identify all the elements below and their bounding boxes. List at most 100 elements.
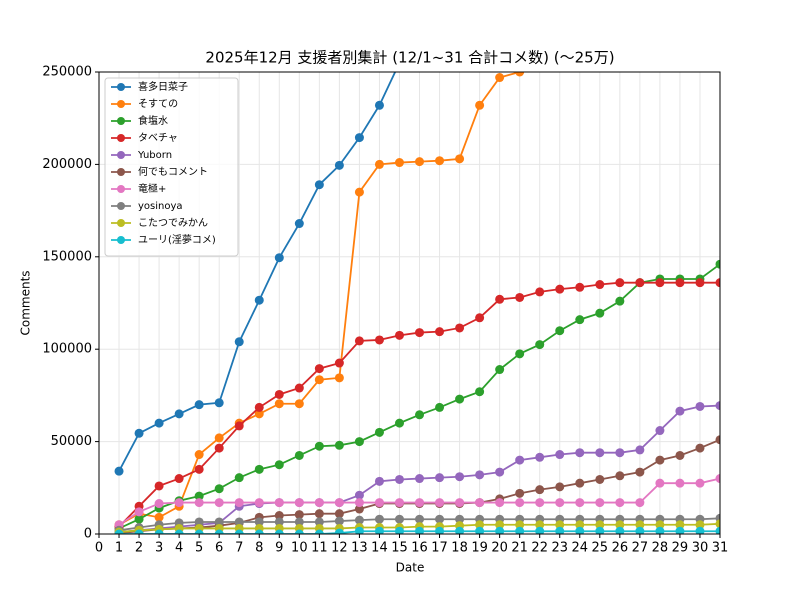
y-tick-label: 150000 <box>42 249 92 264</box>
data-point <box>194 400 204 410</box>
data-point <box>475 526 485 534</box>
data-point <box>535 498 545 508</box>
data-point <box>374 526 384 534</box>
data-point <box>515 526 525 534</box>
data-point <box>234 517 244 527</box>
data-point <box>354 504 364 514</box>
data-point <box>615 296 625 306</box>
legend-marker <box>117 117 125 125</box>
axes: 0 1 2 3 4 5 6 7 8 9 10 11 12 13 14 15 16 17 18 19 20 21 22 23 24… <box>42 65 728 556</box>
data-point <box>575 448 585 458</box>
y-tick-label: 100000 <box>42 342 92 357</box>
x-axis-label: Date <box>396 561 425 575</box>
legend-label: Yuborn <box>137 150 172 161</box>
legend-marker <box>117 168 125 176</box>
data-point <box>575 526 585 534</box>
data-point <box>314 364 324 374</box>
data-point <box>495 294 505 304</box>
data-point <box>154 481 164 491</box>
legend-box <box>104 77 239 257</box>
x-tick-label: 19 <box>471 541 488 556</box>
legend-label: yosinoya <box>138 201 183 212</box>
data-point <box>314 375 324 385</box>
data-point <box>234 529 244 534</box>
legend-label: ユーリ(淫夢コメ) <box>138 233 216 246</box>
data-point <box>475 470 485 480</box>
data-point <box>274 399 284 409</box>
data-point <box>334 528 344 534</box>
data-point <box>374 427 384 437</box>
data-point <box>194 491 204 501</box>
x-tick-label: 18 <box>451 541 468 556</box>
data-point <box>615 498 625 508</box>
data-point <box>475 100 485 110</box>
data-point <box>134 514 144 524</box>
data-point <box>455 514 465 524</box>
data-point <box>214 517 224 527</box>
data-point <box>495 520 505 530</box>
legend-marker <box>117 83 125 91</box>
data-point <box>695 278 705 288</box>
data-point <box>615 520 625 530</box>
x-tick-label: 4 <box>175 541 183 556</box>
data-point <box>415 526 425 534</box>
x-tick-label: 3 <box>155 541 163 556</box>
data-point <box>415 514 425 524</box>
data-point <box>475 520 485 530</box>
data-point <box>294 399 304 409</box>
legend-marker <box>117 100 125 108</box>
data-point <box>394 418 404 428</box>
data-point <box>134 428 144 438</box>
x-tick-label: 28 <box>652 541 669 556</box>
data-point <box>334 516 344 526</box>
x-tick-label: 24 <box>572 541 589 556</box>
data-point <box>334 358 344 368</box>
data-point <box>374 100 384 110</box>
x-tick-label: 30 <box>692 541 709 556</box>
data-point <box>555 284 565 294</box>
data-point <box>475 498 485 508</box>
data-point <box>695 401 705 411</box>
data-point <box>715 401 720 411</box>
data-point <box>435 498 445 508</box>
data-point <box>475 387 485 397</box>
data-point <box>515 520 525 530</box>
x-tick-label: 2 <box>135 541 143 556</box>
data-point <box>715 526 720 534</box>
data-point <box>495 467 505 477</box>
data-point <box>314 498 324 508</box>
data-point <box>214 433 224 443</box>
data-point <box>234 337 244 347</box>
data-point <box>314 180 324 190</box>
data-point <box>294 219 304 229</box>
x-tick-label: 17 <box>431 541 448 556</box>
data-point <box>354 490 364 500</box>
data-point <box>374 498 384 508</box>
data-point <box>415 410 425 420</box>
legend-marker <box>117 134 125 142</box>
data-point <box>655 526 665 534</box>
x-tick-label: 8 <box>255 541 263 556</box>
y-axis-label: Comments <box>19 270 33 335</box>
x-tick-label: 0 <box>95 541 103 556</box>
data-point <box>715 259 720 269</box>
data-point <box>354 498 364 508</box>
y-tick-label: 250000 <box>42 65 92 80</box>
data-point <box>254 409 264 419</box>
data-point <box>214 443 224 453</box>
data-point <box>435 402 445 412</box>
data-point <box>495 365 505 375</box>
data-point <box>415 157 425 167</box>
data-point <box>194 450 204 460</box>
data-point <box>695 478 705 488</box>
data-point <box>655 520 665 530</box>
legend-marker <box>117 219 125 227</box>
data-point <box>675 406 685 416</box>
data-point <box>174 529 184 534</box>
data-point <box>435 156 445 166</box>
data-point <box>515 488 525 498</box>
data-point <box>435 526 445 534</box>
data-point <box>575 498 585 508</box>
data-point <box>114 466 124 476</box>
